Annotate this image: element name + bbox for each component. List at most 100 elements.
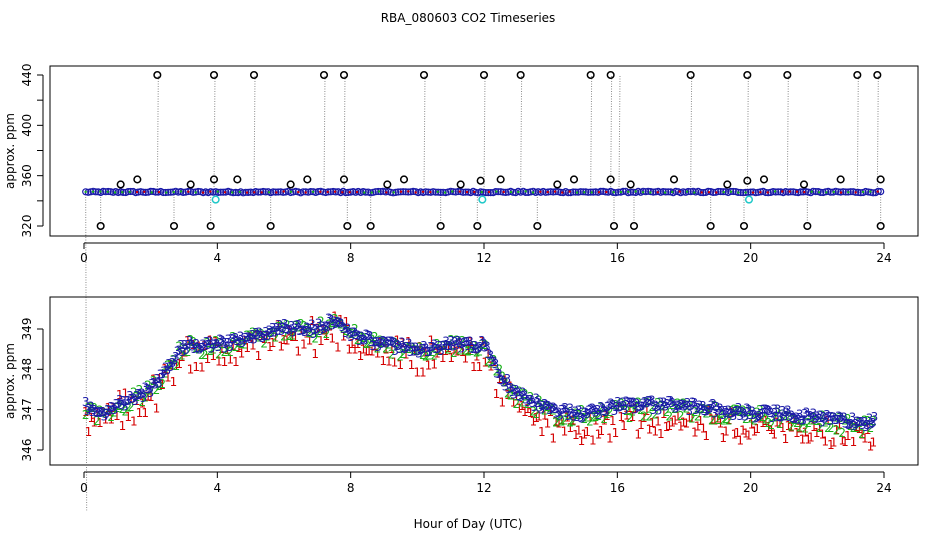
baseline-center — [341, 191, 344, 194]
series1-point: 1 — [303, 327, 311, 341]
series2-point: 2 — [654, 396, 662, 410]
series2-point: 2 — [552, 416, 560, 430]
baseline-center — [737, 191, 740, 194]
series3-point: 3 — [374, 340, 382, 354]
series3-point: 3 — [216, 333, 224, 347]
series2-point: 2 — [612, 398, 620, 412]
series2-point: 2 — [844, 412, 852, 426]
series3-point: 3 — [658, 399, 666, 413]
series2-point: 2 — [170, 353, 178, 367]
series3-point: 3 — [475, 342, 483, 356]
series3-point: 3 — [733, 404, 741, 418]
series3-point: 3 — [163, 364, 171, 378]
baseline-point — [579, 188, 587, 196]
series2-point: 2 — [331, 312, 339, 326]
high-flag-marker — [153, 70, 162, 80]
baseline-center — [729, 190, 733, 193]
series3-point: 3 — [539, 399, 547, 413]
series1-point: 1 — [204, 352, 212, 366]
high-flag-marker — [419, 70, 429, 80]
baseline-center — [370, 191, 373, 194]
series1-point: 1 — [317, 334, 325, 348]
series3-point: 3 — [554, 405, 562, 419]
baseline-center — [326, 190, 329, 194]
series2-point: 2 — [201, 348, 209, 362]
bottom-x-tick-label: 8 — [347, 481, 355, 495]
baseline-center — [810, 190, 813, 193]
series1-point: 1 — [818, 427, 826, 441]
series1-point: 1 — [240, 333, 248, 347]
baseline-point — [742, 188, 750, 196]
series2-point: 2 — [538, 398, 546, 412]
series3-point: 3 — [303, 321, 311, 335]
baseline-center — [663, 191, 667, 194]
baseline-center — [876, 190, 879, 193]
series3-point: 3 — [369, 339, 377, 353]
series2-point: 2 — [204, 336, 212, 350]
series2-point: 2 — [396, 350, 404, 364]
series2-point: 2 — [793, 416, 801, 430]
series1-point: 1 — [609, 414, 617, 428]
spike-line — [610, 74, 613, 193]
series2-point: 2 — [450, 346, 458, 360]
baseline-center — [216, 190, 219, 193]
series3-point: 3 — [330, 315, 338, 329]
baseline-center — [509, 190, 513, 194]
series1-point: 1 — [595, 427, 603, 441]
baseline-center — [847, 191, 850, 194]
series3-point: 3 — [242, 331, 250, 345]
series2-point: 2 — [246, 328, 254, 342]
spike-line — [856, 74, 859, 193]
baseline-point — [602, 188, 610, 196]
series1-point: 1 — [498, 395, 506, 409]
baseline-point — [329, 187, 337, 196]
series2-point: 2 — [674, 396, 682, 410]
series3-point: 3 — [196, 343, 204, 357]
series1-point: 1 — [651, 425, 659, 439]
series3-point: 3 — [583, 407, 591, 421]
baseline-point — [244, 188, 252, 196]
series3-point: 3 — [441, 339, 449, 353]
series3-point: 3 — [129, 391, 137, 405]
series3-point: 3 — [420, 339, 428, 353]
series3-point: 3 — [789, 411, 797, 425]
baseline-center — [304, 191, 307, 194]
series3-point: 3 — [663, 397, 671, 411]
series2-point: 2 — [835, 411, 843, 425]
baseline-center — [172, 190, 175, 194]
baseline-point — [127, 187, 135, 196]
series3-point: 3 — [854, 415, 862, 429]
high-flag-marker — [586, 70, 595, 80]
series1-point: 1 — [544, 416, 552, 430]
mid-flag-marker — [476, 176, 485, 185]
series1-point: 1 — [464, 343, 472, 357]
low-flag-marker — [739, 221, 749, 231]
baseline-point — [727, 187, 735, 196]
low-flag-marker — [96, 221, 105, 231]
series2-point: 2 — [459, 334, 467, 348]
baseline-center — [531, 191, 535, 194]
series3-point: 3 — [410, 345, 418, 359]
series1-point: 1 — [572, 428, 580, 442]
series2-point: 2 — [623, 404, 631, 418]
series2-point: 2 — [178, 349, 186, 363]
cyan-marker — [744, 195, 754, 204]
series1-point: 1 — [654, 414, 662, 428]
series1-point: 1 — [830, 436, 838, 450]
series1-point: 1 — [374, 347, 382, 361]
series1-point: 1 — [501, 373, 509, 387]
series3-point: 3 — [580, 406, 588, 420]
series2-point: 2 — [549, 404, 557, 418]
spike-line — [483, 74, 486, 193]
series3-point: 3 — [174, 345, 182, 359]
series3-point: 3 — [711, 407, 719, 421]
series2-point: 2 — [215, 347, 223, 361]
series3-point: 3 — [318, 319, 326, 333]
series2-point: 2 — [141, 390, 149, 404]
series1-point: 1 — [765, 420, 773, 434]
series3-point: 3 — [595, 408, 603, 422]
series2-point: 2 — [240, 337, 248, 351]
series3-point: 3 — [388, 335, 396, 349]
series3-point: 3 — [396, 342, 404, 356]
series3-point: 3 — [104, 403, 112, 417]
